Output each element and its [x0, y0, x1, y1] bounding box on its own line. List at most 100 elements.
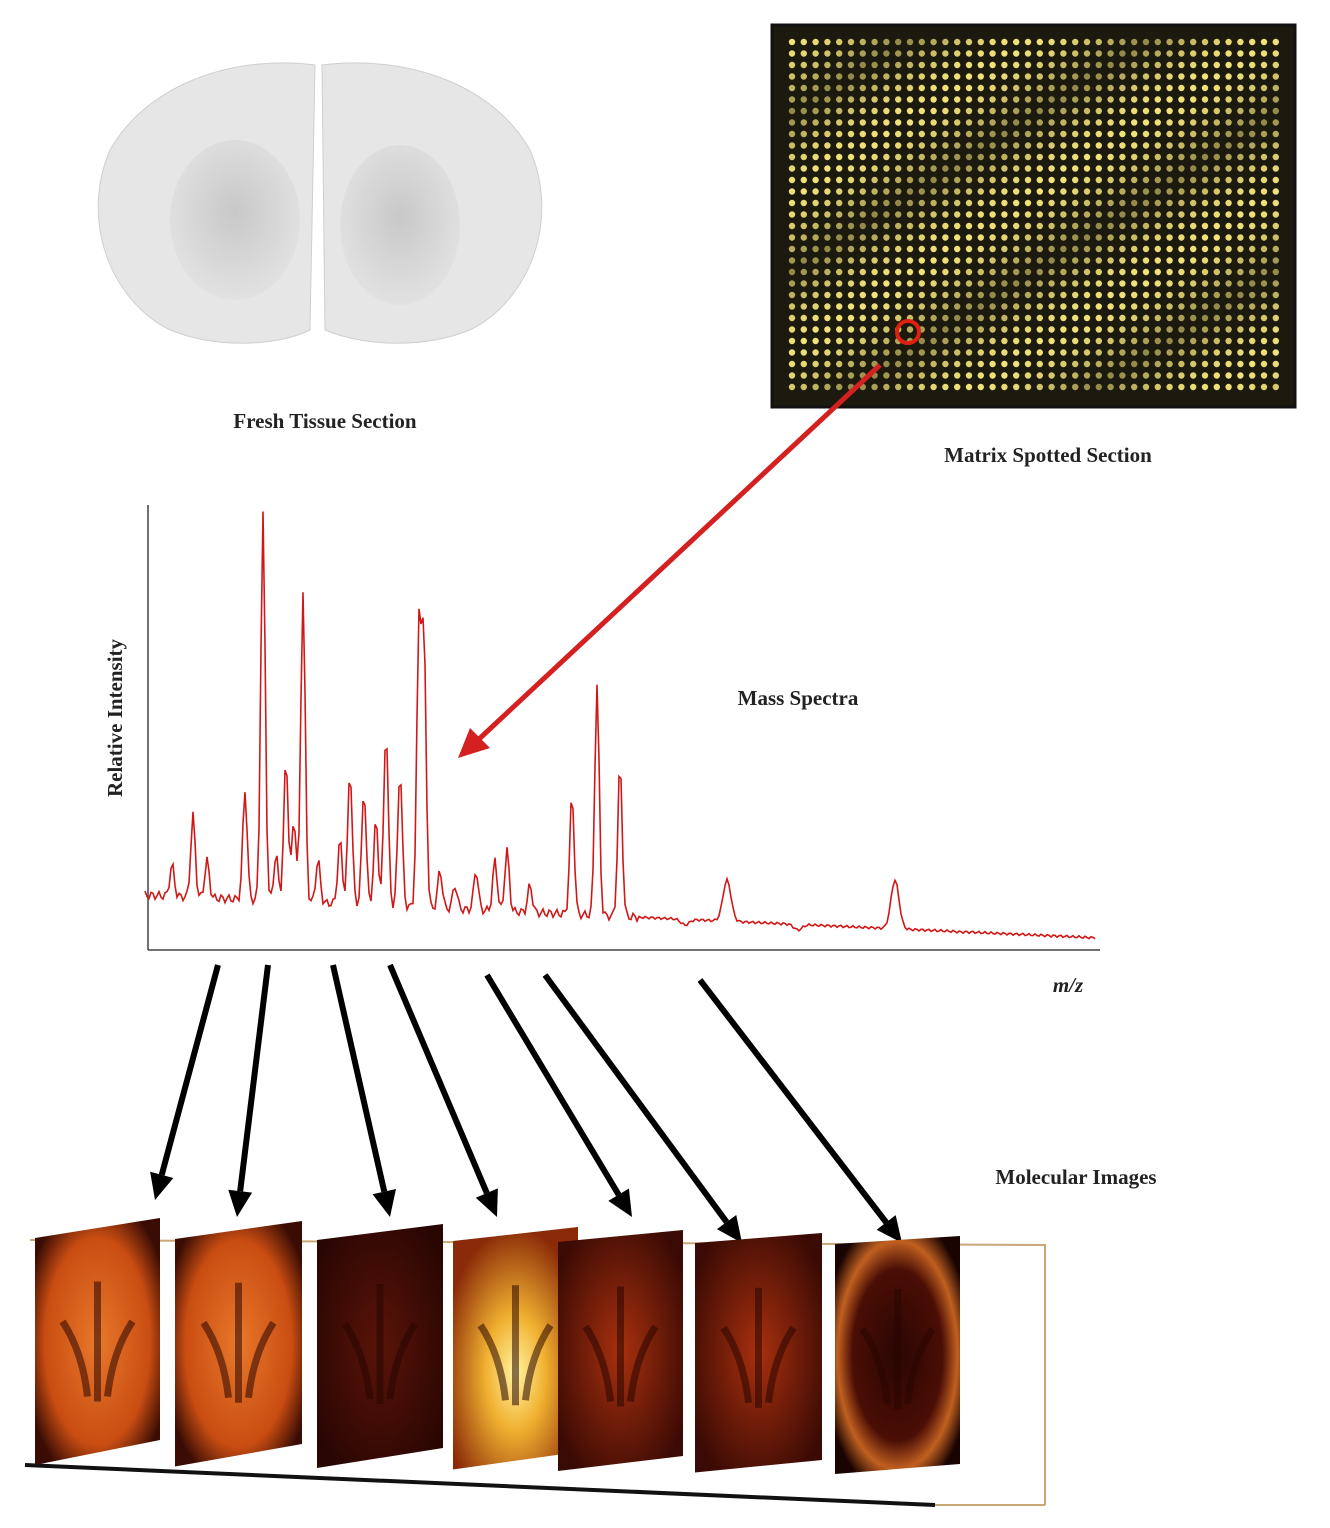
spot — [847, 199, 855, 207]
spot — [1048, 234, 1055, 241]
spot — [871, 165, 878, 172]
spot — [788, 188, 796, 195]
spot — [1095, 280, 1103, 287]
spot — [1201, 50, 1209, 57]
spot — [1048, 107, 1055, 115]
spot — [1178, 188, 1185, 195]
spot — [1048, 96, 1055, 103]
spot — [954, 199, 961, 207]
spot — [1154, 326, 1162, 333]
spot — [800, 165, 807, 172]
spot — [1166, 188, 1173, 195]
spot — [1095, 188, 1103, 195]
spot — [1001, 349, 1008, 356]
spot — [1260, 268, 1268, 276]
spot — [930, 234, 937, 241]
spot — [883, 314, 890, 322]
spot — [989, 326, 996, 333]
spot — [1166, 383, 1173, 391]
spot — [1036, 383, 1044, 391]
spot — [1024, 73, 1032, 80]
spot — [1013, 383, 1020, 391]
spot — [1178, 165, 1185, 172]
spot — [1048, 245, 1055, 253]
spot — [883, 96, 890, 103]
spot — [1083, 303, 1091, 310]
spot — [954, 61, 961, 69]
spot — [1237, 107, 1244, 115]
spot — [847, 119, 855, 126]
spot — [942, 188, 949, 195]
spot — [1131, 234, 1138, 241]
spot — [1107, 303, 1114, 310]
spot — [1119, 84, 1126, 92]
spot — [871, 199, 878, 207]
spot — [1213, 360, 1221, 368]
region — [170, 140, 300, 300]
spot — [1119, 142, 1126, 149]
spot — [895, 130, 902, 138]
spot — [1001, 383, 1008, 391]
spot — [1119, 222, 1126, 230]
spot — [1272, 245, 1280, 253]
spot — [1260, 245, 1268, 253]
spot — [1036, 372, 1044, 379]
spot — [942, 383, 949, 391]
spot — [800, 337, 807, 345]
spot — [1107, 326, 1114, 333]
spot — [824, 153, 831, 161]
spot — [942, 291, 949, 299]
spot — [954, 337, 961, 345]
spot — [965, 349, 973, 356]
spot — [1048, 280, 1055, 287]
spot — [1036, 130, 1044, 138]
spot — [895, 280, 902, 287]
spot — [1272, 199, 1280, 207]
spot — [1166, 107, 1173, 115]
spot — [883, 222, 890, 230]
spot — [847, 211, 855, 218]
spot — [1154, 107, 1162, 115]
spot — [1072, 165, 1079, 172]
spot — [1036, 234, 1044, 241]
spot — [906, 257, 914, 264]
spot — [1260, 107, 1268, 115]
spot — [930, 383, 937, 391]
spot — [965, 130, 973, 138]
spot — [1072, 130, 1079, 138]
spot — [1225, 96, 1232, 103]
spot — [1072, 38, 1079, 46]
spot — [836, 73, 843, 80]
spot — [942, 280, 949, 287]
spot — [1154, 383, 1162, 391]
spot — [1142, 119, 1150, 126]
spot — [1107, 50, 1114, 57]
spot — [1201, 349, 1209, 356]
spot — [883, 383, 890, 391]
spot — [1060, 280, 1067, 287]
spot — [977, 383, 984, 391]
spot — [871, 176, 878, 184]
spot — [1131, 119, 1138, 126]
spot — [788, 314, 796, 322]
spot — [1024, 291, 1032, 299]
spot — [1119, 303, 1126, 310]
spot — [906, 303, 914, 310]
spot — [859, 165, 866, 172]
spot — [1225, 188, 1232, 195]
spot — [1001, 360, 1008, 368]
spot — [1013, 84, 1020, 92]
spot — [1142, 176, 1150, 184]
arrow-head — [458, 728, 490, 758]
spot — [1249, 222, 1256, 230]
spot — [847, 337, 855, 345]
spot — [1072, 61, 1079, 69]
spot — [836, 165, 843, 172]
spot — [1083, 107, 1091, 115]
spot — [1201, 107, 1209, 115]
spot — [977, 268, 984, 276]
spot — [1190, 314, 1197, 322]
spot — [918, 84, 925, 92]
spot — [1048, 303, 1055, 310]
spot — [989, 84, 996, 92]
